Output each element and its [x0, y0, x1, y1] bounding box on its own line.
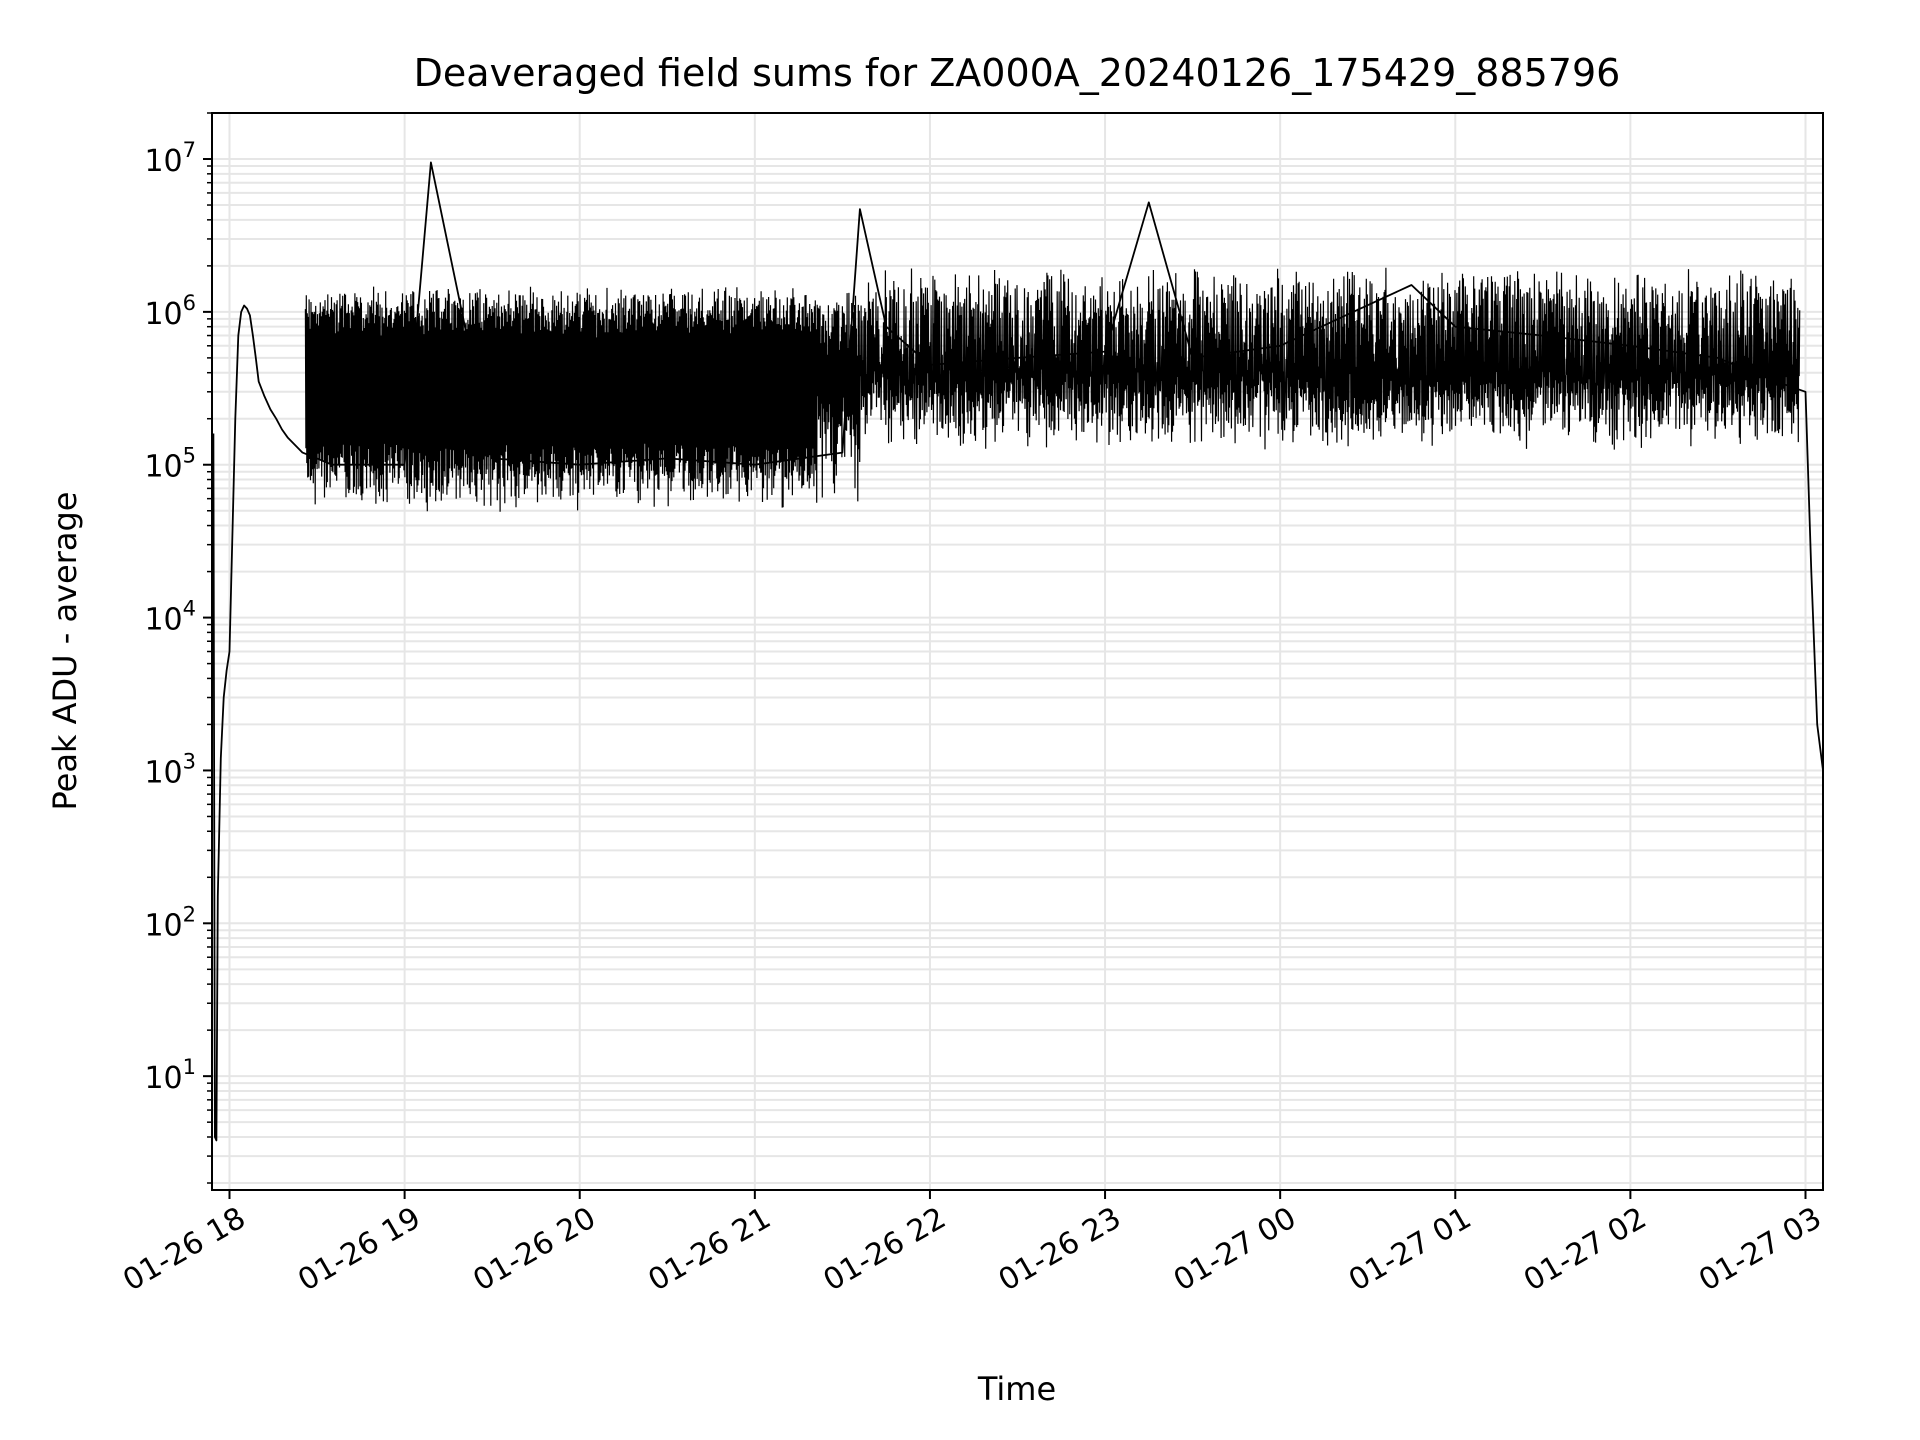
y-tick-label: 105 [144, 444, 196, 485]
data-line [212, 161, 1824, 1142]
y-tick-label: 101 [144, 1055, 196, 1096]
y-tick-label: 103 [144, 749, 196, 790]
y-tick-label: 104 [144, 597, 196, 638]
chart-title: Deaveraged field sums for ZA000A_2024012… [414, 51, 1621, 95]
data-series-noise [304, 267, 1801, 512]
grid [212, 112, 1823, 1190]
x-axis-label: Time [977, 1370, 1056, 1408]
y-tick-label: 102 [144, 902, 196, 943]
y-tick-label: 107 [144, 138, 196, 179]
y-tick-label: 106 [144, 291, 196, 332]
y-axis-label: Peak ADU - average [46, 492, 84, 811]
